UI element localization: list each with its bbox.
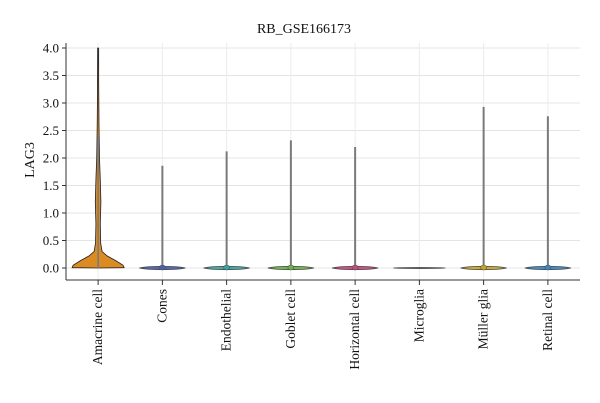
y-tick-label: 4.0 — [43, 41, 59, 56]
y-tick-label: 0.0 — [43, 261, 59, 276]
x-tick-label: Müller glia — [476, 289, 491, 349]
x-tick-label: Horizontal cell — [347, 289, 362, 370]
x-tick-label: Amacrine cell — [90, 289, 105, 365]
chart-title: RB_GSE166173 — [257, 22, 351, 37]
y-tick-label: 2.5 — [43, 123, 59, 138]
violin-5 — [393, 267, 446, 269]
y-tick-label: 2.0 — [43, 151, 59, 166]
violin-median-3 — [287, 264, 295, 271]
violin-median-7 — [544, 264, 552, 271]
violin-median-6 — [480, 264, 487, 271]
violin-median-4 — [351, 264, 359, 271]
x-tick-label: Microglia — [411, 289, 426, 342]
y-tick-label: 1.0 — [43, 206, 59, 221]
x-axis-ticks: Amacrine cell Cones Endothelial Goblet cell… — [90, 280, 555, 370]
x-tick-label: Goblet cell — [283, 289, 298, 349]
x-tick-label: Retinal cell — [540, 289, 555, 351]
y-axis-label: LAG3 — [23, 142, 38, 178]
y-axis-ticks: 0.0 0.5 1.0 1.5 2.0 2.5 3.0 3.5 4.0 — [43, 41, 66, 276]
y-tick-label: 3.5 — [43, 68, 59, 83]
y-tick-label: 1.5 — [43, 178, 59, 193]
x-tick-label: Endothelial — [219, 289, 234, 351]
violin-median-1 — [159, 264, 166, 271]
grid — [65, 43, 580, 281]
y-tick-label: 0.5 — [43, 233, 59, 248]
y-tick-label: 3.0 — [43, 96, 59, 111]
violin-median-2 — [223, 264, 230, 271]
violins — [71, 47, 571, 271]
x-tick-label: Cones — [154, 289, 169, 323]
